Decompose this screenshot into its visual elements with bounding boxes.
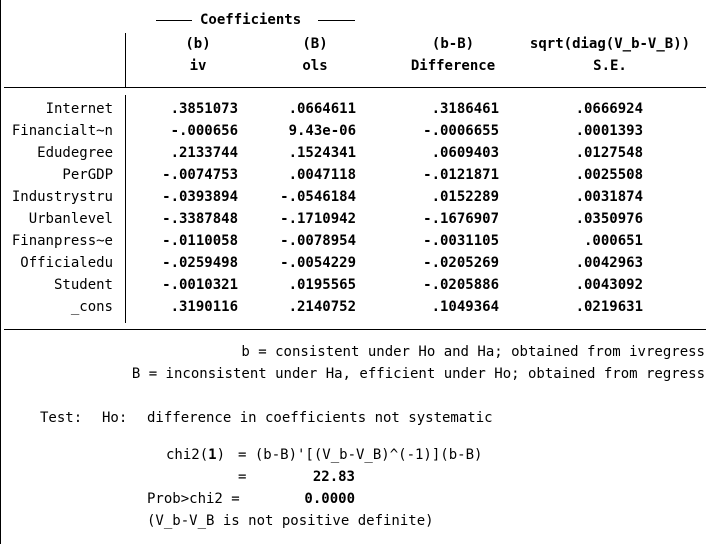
cell-se: .0666924 (575, 101, 643, 117)
cell-B: 9.43e-06 (288, 123, 356, 139)
cell-se: .0219631 (575, 299, 643, 315)
row-name: Finanpress~e (11, 233, 113, 249)
header-rule-left (156, 20, 192, 21)
col-header-diff-bottom: Difference (410, 58, 496, 74)
cell-B: -.0054229 (280, 255, 356, 271)
note-b: b = consistent under Ho and Ha; obtained… (241, 344, 705, 360)
chi2-formula: = (b-B)'[(V_b-V_B)^(-1)](b-B) (238, 447, 483, 463)
definiteness-note: (V_b-V_B is not positive definite) (147, 513, 434, 529)
cell-B: .1524341 (288, 145, 356, 161)
cell-diff: -.1676907 (423, 211, 499, 227)
cell-b: .3190116 (170, 299, 238, 315)
table-bottom-rule (4, 329, 706, 330)
cell-b: -.000656 (170, 123, 238, 139)
row-name: Internet (45, 101, 113, 117)
table-row: PerGDP -.0074753 .0047118 -.0121871 .002… (0, 164, 727, 186)
cell-se: .0127548 (575, 145, 643, 161)
cell-B: -.0546184 (280, 189, 356, 205)
table-top-rule (4, 87, 706, 88)
cell-b: .2133744 (170, 145, 238, 161)
body-vrule (125, 95, 126, 323)
cell-se: .0043092 (575, 277, 643, 293)
cell-se: .0001393 (575, 123, 643, 139)
cell-diff: .0609403 (431, 145, 499, 161)
col-header-diff-top: (b-B) (431, 36, 475, 52)
table-row: Industrystru -.0393894 -.0546184 .015228… (0, 186, 727, 208)
table-row: Officialedu -.0259498 -.0054229 -.020526… (0, 252, 727, 274)
table-row: Financialt~n -.000656 9.43e-06 -.0006655… (0, 120, 727, 142)
chi2-label: chi2(1) (166, 447, 226, 463)
test-label: Test: (40, 410, 83, 426)
coefficients-title: Coefficients (200, 12, 302, 28)
cell-B: .2140752 (288, 299, 356, 315)
table-row: _cons .3190116 .2140752 .1049364 .021963… (0, 296, 727, 318)
table-row: Student -.0010321 .0195565 -.0205886 .00… (0, 274, 727, 296)
row-name: Industrystru (11, 189, 113, 205)
cell-b: -.0259498 (162, 255, 238, 271)
prob-value: 0.0000 (304, 491, 355, 507)
cell-B: -.1710942 (280, 211, 356, 227)
col-header-se-top: sqrt(diag(V_b-V_B)) (529, 36, 691, 52)
prob-label: Prob>chi2 = (147, 491, 240, 507)
cell-B: .0195565 (288, 277, 356, 293)
col-header-se-bottom: S.E. (593, 58, 627, 74)
cell-se: .000651 (583, 233, 643, 249)
cell-b: -.0393894 (162, 189, 238, 205)
note-B: B = inconsistent under Ha, efficient und… (131, 366, 705, 382)
row-name: Edudegree (37, 145, 113, 161)
row-name: _cons (70, 299, 113, 315)
header-rule-right (318, 20, 355, 21)
cell-b: -.3387848 (162, 211, 238, 227)
row-name: Urbanlevel (28, 211, 113, 227)
cell-B: -.0078954 (280, 233, 356, 249)
cell-b: -.0010321 (162, 277, 238, 293)
row-name: Officialedu (20, 255, 113, 271)
table-row: Urbanlevel -.3387848 -.1710942 -.1676907… (0, 208, 727, 230)
cell-diff: -.0121871 (423, 167, 499, 183)
header-vrule (125, 33, 126, 87)
cell-B: .0664611 (288, 101, 356, 117)
cell-diff: -.0205886 (423, 277, 499, 293)
table-row: Finanpress~e -.0110058 -.0078954 -.00311… (0, 230, 727, 252)
cell-b: -.0110058 (162, 233, 238, 249)
cell-se: .0025508 (575, 167, 643, 183)
cell-se: .0042963 (575, 255, 643, 271)
col-header-B-bottom: ols (302, 58, 328, 74)
row-name: PerGDP (62, 167, 113, 183)
chi2-df: 1 (208, 447, 217, 463)
chi2-value: 22.83 (312, 469, 355, 485)
col-header-b-top: (b) (185, 36, 211, 52)
cell-B: .0047118 (288, 167, 356, 183)
ho-text: difference in coefficients not systemati… (147, 410, 493, 426)
cell-diff: -.0205269 (423, 255, 499, 271)
row-name: Financialt~n (11, 123, 113, 139)
cell-se: .0031874 (575, 189, 643, 205)
cell-se: .0350976 (575, 211, 643, 227)
table-row: Internet .3851073 .0664611 .3186461 .066… (0, 98, 727, 120)
cell-diff: -.0031105 (423, 233, 499, 249)
cell-diff: .0152289 (431, 189, 499, 205)
row-name: Student (53, 277, 113, 293)
cell-b: .3851073 (170, 101, 238, 117)
chi2-equals: = (238, 469, 247, 485)
table-row: Edudegree .2133744 .1524341 .0609403 .01… (0, 142, 727, 164)
cell-diff: .1049364 (431, 299, 499, 315)
cell-diff: .3186461 (431, 101, 499, 117)
cell-b: -.0074753 (162, 167, 238, 183)
col-header-B-top: (B) (302, 36, 328, 52)
cell-diff: -.0006655 (423, 123, 499, 139)
left-border (0, 0, 1, 544)
ho-label: Ho: (102, 410, 128, 426)
col-header-b-bottom: iv (189, 58, 207, 74)
